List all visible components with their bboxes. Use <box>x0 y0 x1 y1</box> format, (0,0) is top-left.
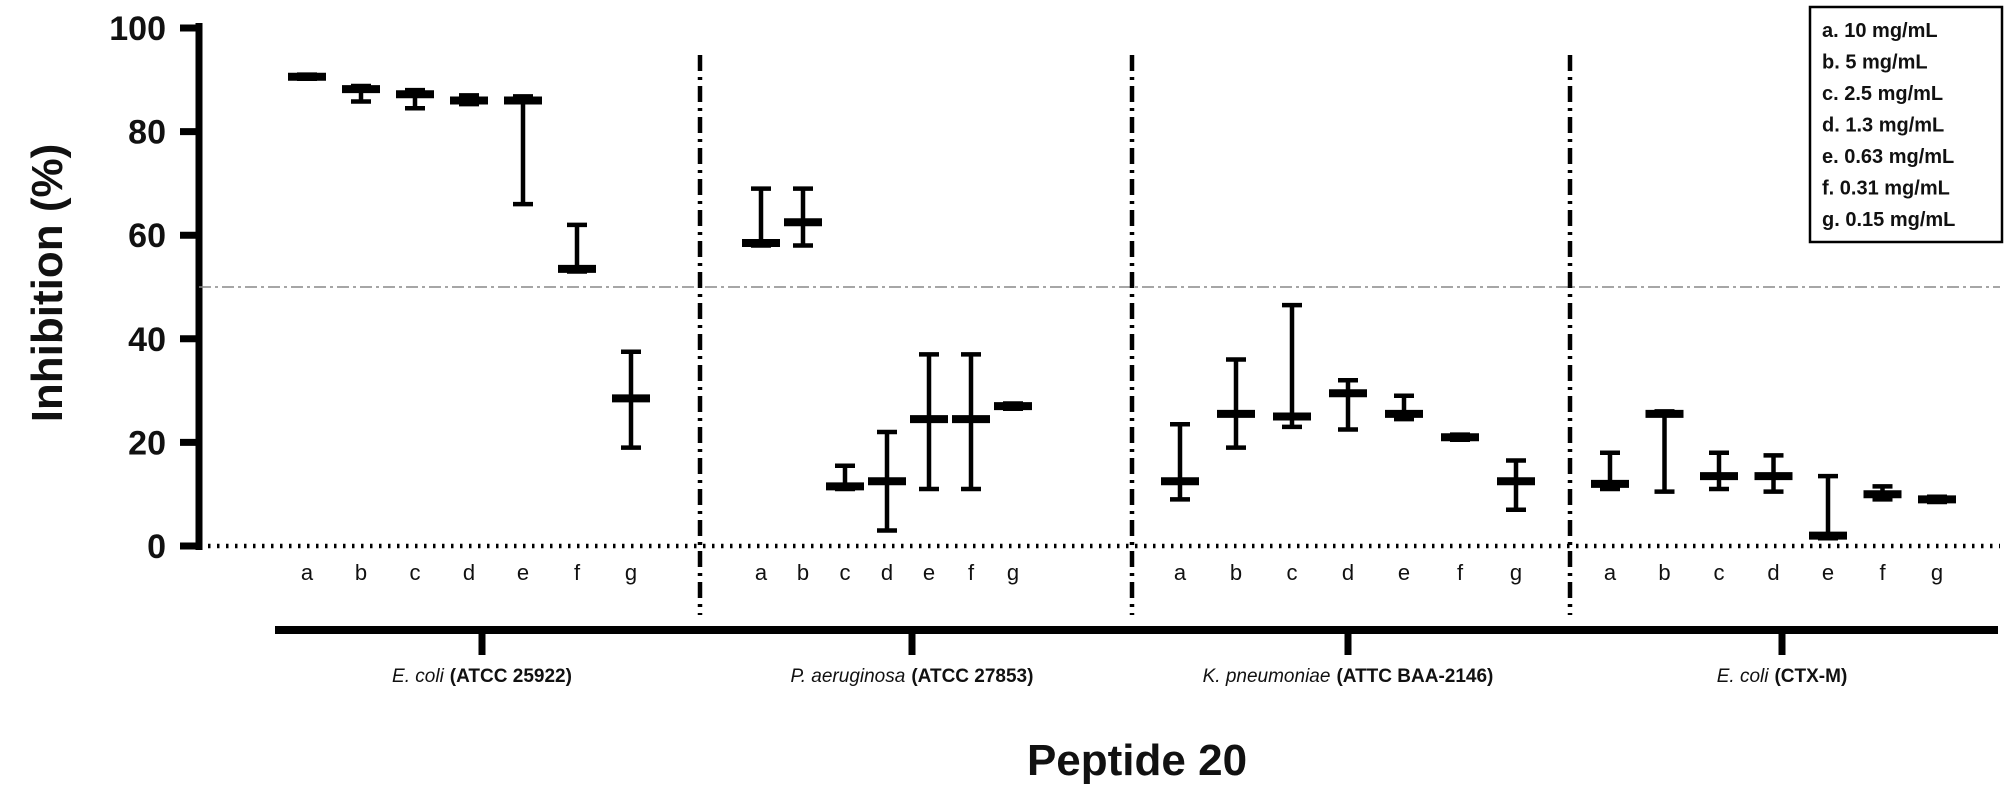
x-category-label: c <box>1287 560 1298 585</box>
group-separators <box>697 55 1573 615</box>
x-category-label: f <box>968 560 975 585</box>
x-category-label: a <box>1174 560 1187 585</box>
group-label-species: P. aeruginosa <box>791 666 906 687</box>
x-category-label: a <box>1604 560 1617 585</box>
box-2-b <box>1217 357 1255 450</box>
box-0-f <box>558 222 596 274</box>
x-axis-label: Peptide 20 <box>1027 736 1247 785</box>
group-label-strain: (CTX-M) <box>1774 666 1847 687</box>
group-label-species: K. pneumoniae <box>1203 666 1331 687</box>
legend: a. 10 mg/mL b. 5 mg/mL c. 2.5 mg/mL d. 1.3 … <box>1808 5 2004 244</box>
legend-item: f. 0.31 mg/mL <box>1822 178 1950 200</box>
x-category-label: g <box>1510 560 1522 585</box>
y-tick-label: 40 <box>128 321 166 359</box>
y-axis-label: Inhibition (%) <box>23 144 72 423</box>
x-category-label: a <box>755 560 768 585</box>
legend-box <box>1808 5 2004 244</box>
legend-items: a. 10 mg/mL b. 5 mg/mL c. 2.5 mg/mL d. 1.3 … <box>1822 20 1955 231</box>
group-label-1: P. aeruginosa (ATCC 27853) <box>791 666 1034 687</box>
x-category-label: e <box>1822 560 1834 585</box>
x-category-label: e <box>517 560 529 585</box>
box-1-b <box>784 186 822 248</box>
x-category-label: a <box>301 560 314 585</box>
box-1-f <box>952 352 990 492</box>
box-3-a <box>1591 450 1629 492</box>
legend-item: a. 10 mg/mL <box>1822 20 1938 42</box>
box-2-f <box>1441 432 1479 443</box>
box-1-d <box>868 429 906 533</box>
box-0-d <box>450 93 488 107</box>
x-category-label: b <box>355 560 367 585</box>
box-3-f <box>1863 484 1902 502</box>
x-category-label: b <box>1658 560 1670 585</box>
y-ticks: 0 20 40 60 80 100 <box>109 10 199 566</box>
box-3-d <box>1754 453 1793 494</box>
x-category-label: b <box>797 560 809 585</box>
box-0-e <box>504 94 542 207</box>
group-label-strain: (ATTC BAA-2146) <box>1336 666 1493 687</box>
legend-item: b. 5 mg/mL <box>1822 52 1928 74</box>
x-category-label: c <box>840 560 851 585</box>
x-category-label: c <box>410 560 421 585</box>
x-category-label: d <box>463 560 475 585</box>
box-2-c <box>1273 302 1311 430</box>
x-category-label: f <box>1457 560 1464 585</box>
x-category-label: e <box>923 560 935 585</box>
y-axis: 0 20 40 60 80 100 Inhibition (%) <box>23 10 203 566</box>
group-label-strain: (ATCC 27853) <box>911 666 1033 687</box>
x-category-label: d <box>881 560 893 585</box>
box-1-e <box>910 352 948 492</box>
box-3-b <box>1645 409 1684 494</box>
y-tick-label: 60 <box>128 217 166 255</box>
box-0-a <box>288 72 326 82</box>
group-label-0: E. coli (ATCC 25922) <box>392 666 572 687</box>
group-ticks <box>478 630 1786 655</box>
x-category-label: e <box>1398 560 1410 585</box>
box-3-e <box>1809 473 1847 541</box>
group-labels: E. coli (ATCC 25922) P. aeruginosa (ATCC 27… <box>392 666 1847 687</box>
group-label-strain: (ATCC 25922) <box>450 666 572 687</box>
box-1-g <box>994 401 1032 411</box>
group-label-species: E. coli <box>392 666 445 687</box>
group-label-species: E. coli <box>1717 666 1770 687</box>
box-1-c <box>826 463 864 492</box>
x-category-label: c <box>1714 560 1725 585</box>
legend-item: e. 0.63 mg/mL <box>1822 146 1954 168</box>
legend-item: g. 0.15 mg/mL <box>1822 209 1955 231</box>
y-tick-label: 0 <box>147 528 166 566</box>
y-tick-label: 20 <box>128 424 166 462</box>
x-category-label: d <box>1767 560 1779 585</box>
box-2-a <box>1161 422 1199 502</box>
x-category-label: g <box>625 560 637 585</box>
box-2-g <box>1497 458 1535 512</box>
box-3-g <box>1918 494 1956 505</box>
legend-item: c. 2.5 mg/mL <box>1822 83 1943 105</box>
x-category-label: g <box>1931 560 1943 585</box>
box-1-a <box>742 186 780 248</box>
box-0-c <box>396 87 434 111</box>
group-label-2: K. pneumoniae (ATTC BAA-2146) <box>1203 666 1494 687</box>
legend-item: d. 1.3 mg/mL <box>1822 115 1944 137</box>
box-2-d <box>1329 377 1367 432</box>
box-plots <box>288 72 1956 541</box>
group-axis: E. coli (ATCC 25922) P. aeruginosa (ATCC 27… <box>275 626 1998 687</box>
box-3-c <box>1700 450 1738 492</box>
box-0-g <box>612 349 650 450</box>
y-tick-label: 100 <box>109 10 166 48</box>
x-category-label: d <box>1342 560 1354 585</box>
x-category-label: f <box>1879 560 1886 585</box>
x-category-label: f <box>574 560 581 585</box>
x-category-label: g <box>1007 560 1019 585</box>
box-0-b <box>342 83 380 104</box>
box-2-e <box>1385 393 1423 422</box>
y-tick-label: 80 <box>128 114 166 152</box>
group-label-3: E. coli (CTX-M) <box>1717 666 1848 687</box>
x-category-label: b <box>1230 560 1242 585</box>
